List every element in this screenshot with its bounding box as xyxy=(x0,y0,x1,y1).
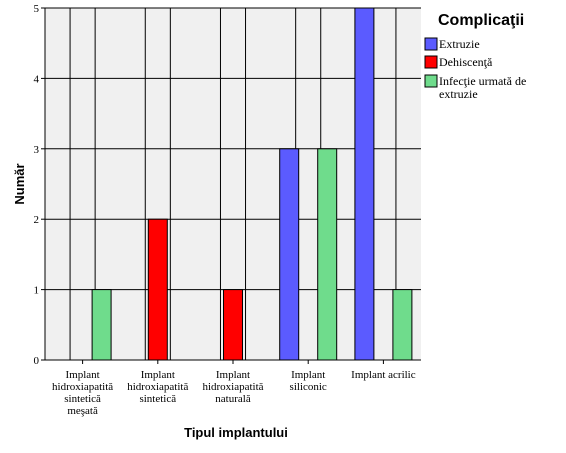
x-tick-label: Implant xyxy=(65,369,99,381)
bar-extruzie xyxy=(279,148,300,361)
y-tick-label: 2 xyxy=(34,214,40,226)
y-axis-title: Număr xyxy=(12,163,27,204)
x-tick-label: Implant xyxy=(216,369,250,381)
x-tick-label: sintetică xyxy=(139,393,176,405)
x-axis-ticks: ImplanthidroxiapatităsinteticămeşatăImpl… xyxy=(52,360,416,417)
bar-infec-ie-urmat-de-extruzie xyxy=(91,289,112,361)
x-tick-label: siliconic xyxy=(290,381,327,393)
y-tick-label: 1 xyxy=(34,285,40,297)
legend-swatch xyxy=(424,55,438,69)
legend-swatch xyxy=(424,37,438,51)
x-axis-title: Tipul implantului xyxy=(184,425,288,440)
x-tick-label: meşată xyxy=(67,405,98,417)
legend-title: Complicaţii xyxy=(438,12,524,29)
bar-extruzie xyxy=(354,7,375,361)
y-tick-label: 3 xyxy=(34,144,40,156)
y-tick-label: 4 xyxy=(34,73,40,85)
x-tick-label: Implant acrilic xyxy=(351,369,416,381)
bar-infec-ie-urmat-de-extruzie xyxy=(392,289,413,361)
x-tick-label: hidroxiapatită xyxy=(202,381,263,393)
bar-dehiscen xyxy=(147,218,168,361)
legend-label: Extruzie xyxy=(439,37,480,51)
x-tick-label: Implant xyxy=(141,369,175,381)
legend-swatch xyxy=(424,74,438,88)
legend: Complicaţii Extruzie Dehiscenţă Infecţie u… xyxy=(424,12,526,101)
x-tick-label: naturală xyxy=(215,393,251,405)
bars xyxy=(91,7,413,361)
y-tick-label: 0 xyxy=(34,355,40,367)
y-axis-ticks: 0 1 2 3 4 5 xyxy=(34,3,45,367)
legend-label: Dehiscenţă xyxy=(439,55,493,69)
bar-dehiscen xyxy=(223,289,243,361)
legend-items: Extruzie Dehiscenţă Infecţie urmată de extr… xyxy=(424,37,526,101)
y-tick-label: 5 xyxy=(34,3,40,15)
legend-label: Infecţie urmată de extruzie xyxy=(439,74,526,101)
bar-infec-ie-urmat-de-extruzie xyxy=(317,148,338,361)
x-tick-label: Implant xyxy=(291,369,325,381)
x-tick-label: sintetică xyxy=(64,393,101,405)
x-tick-label: hidroxiapatită xyxy=(52,381,113,393)
x-tick-label: hidroxiapatită xyxy=(127,381,188,393)
